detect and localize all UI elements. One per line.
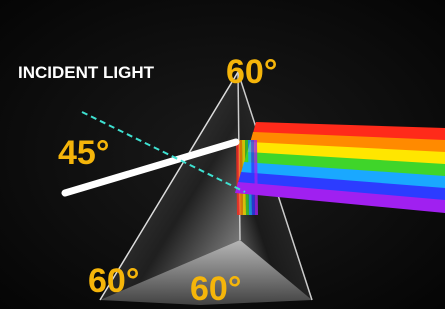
incident-label: INCIDENT LIGHT (18, 63, 155, 82)
base-right-angle: 60° (190, 270, 241, 308)
page: {"labels": {"incident": "INCIDENT LIGHT"… (0, 0, 445, 309)
base-left-angle: 60° (88, 262, 139, 300)
incidence-angle: 45° (58, 134, 109, 172)
diagram: INCIDENT LIGHT 60° 45° 60° 60° (0, 0, 445, 309)
apex-angle: 60° (226, 53, 277, 91)
